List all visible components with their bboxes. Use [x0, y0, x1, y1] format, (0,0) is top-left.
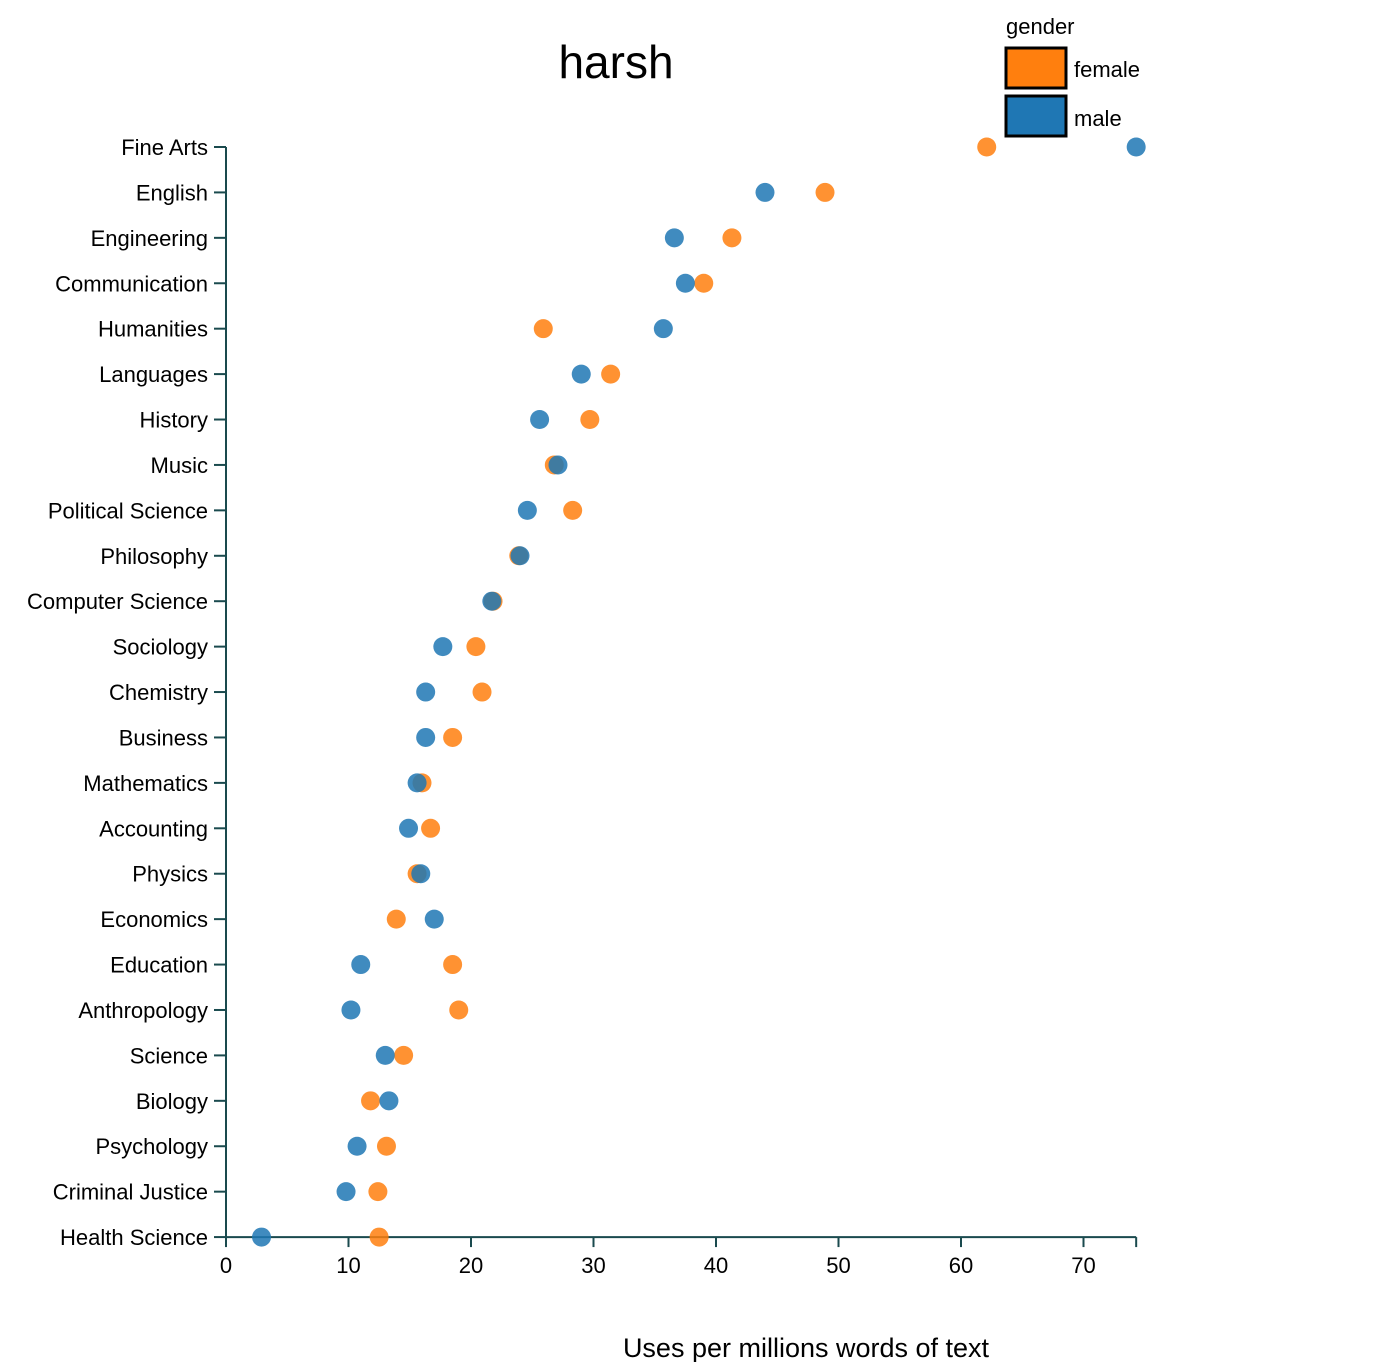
data-point-female: [815, 182, 835, 202]
y-tick-label: Political Science: [48, 498, 208, 523]
data-point-female: [369, 1227, 389, 1247]
legend-swatch-male: [1004, 94, 1068, 138]
legend-title: gender: [1006, 14, 1075, 39]
data-point-male: [548, 455, 568, 475]
x-tick-label: 40: [704, 1253, 728, 1278]
data-point-female: [533, 319, 553, 339]
y-tick-label: Languages: [99, 362, 208, 387]
legend: gender female male: [1004, 14, 1140, 138]
y-tick-label: Health Science: [60, 1225, 208, 1250]
data-point-male: [379, 1091, 399, 1111]
legend-label-male: male: [1074, 106, 1122, 131]
x-tick-label: 50: [826, 1253, 850, 1278]
data-point-female: [386, 909, 406, 929]
y-tick-label: Computer Science: [27, 589, 208, 614]
y-tick-label: Communication: [55, 271, 208, 296]
data-point-female: [472, 682, 492, 702]
data-point-male: [517, 500, 537, 520]
x-axis-label: Uses per millions words of text: [623, 1333, 990, 1362]
x-tick-label: 20: [459, 1253, 483, 1278]
y-tick-label: English: [136, 180, 208, 205]
x-tick-label: 0: [220, 1253, 232, 1278]
data-point-male: [399, 818, 419, 838]
data-point-male: [407, 773, 427, 793]
y-tick-label: Business: [119, 725, 208, 750]
y-tick-label: Humanities: [98, 317, 208, 342]
data-point-male: [341, 1000, 361, 1020]
y-axis: Fine Arts English Engineering Communication…: [27, 135, 227, 1250]
data-point-female: [580, 410, 600, 430]
data-point-male: [571, 364, 591, 384]
data-point-male: [530, 410, 550, 430]
data-point-male: [433, 637, 453, 657]
y-tick-label: Accounting: [99, 816, 208, 841]
data-point-female: [376, 1136, 396, 1156]
y-tick-label: Psychology: [95, 1134, 208, 1159]
y-tick-label: Biology: [136, 1089, 208, 1114]
data-point-female: [977, 137, 997, 157]
x-tick-label: 10: [336, 1253, 360, 1278]
data-point-male: [347, 1136, 367, 1156]
data-point-female: [694, 273, 714, 293]
x-tick-label: 30: [581, 1253, 605, 1278]
series-male: [252, 137, 1146, 1247]
data-point-female: [563, 500, 583, 520]
data-point-male: [411, 864, 431, 884]
data-point-male: [252, 1227, 272, 1247]
legend-swatch-female: [1004, 46, 1068, 90]
x-tick-label: 70: [1071, 1253, 1095, 1278]
data-point-male: [482, 591, 502, 611]
data-point-male: [424, 909, 444, 929]
y-tick-label: Music: [151, 453, 208, 478]
y-tick-label: Physics: [132, 862, 208, 887]
data-point-female: [449, 1000, 469, 1020]
data-point-male: [351, 955, 371, 975]
data-point-male: [336, 1182, 356, 1202]
y-tick-label: Anthropology: [78, 998, 208, 1023]
data-point-male: [416, 727, 436, 747]
data-point-female: [368, 1182, 388, 1202]
data-point-female: [443, 955, 463, 975]
data-point-male: [755, 182, 775, 202]
x-tick-label: 60: [949, 1253, 973, 1278]
data-points: [252, 137, 1146, 1247]
data-point-female: [601, 364, 621, 384]
data-point-female: [466, 637, 486, 657]
y-tick-label: Criminal Justice: [53, 1180, 208, 1205]
data-point-female: [443, 727, 463, 747]
y-tick-label: Economics: [100, 907, 208, 932]
x-axis: 0 10 20 30 40 50 60 70: [220, 1236, 1138, 1278]
y-tick-label: Science: [130, 1043, 208, 1068]
y-tick-label: Fine Arts: [121, 135, 208, 160]
y-tick-label: Mathematics: [83, 771, 208, 796]
y-tick-label: Philosophy: [100, 544, 208, 569]
data-point-female: [421, 818, 441, 838]
data-point-male: [1126, 137, 1146, 157]
y-tick-label: History: [140, 408, 208, 433]
data-point-female: [361, 1091, 381, 1111]
legend-label-female: female: [1074, 57, 1140, 82]
data-point-male: [416, 682, 436, 702]
data-point-male: [653, 319, 673, 339]
y-tick-label: Engineering: [91, 226, 208, 251]
chart-title: harsh: [558, 36, 673, 88]
series-female: [361, 137, 997, 1247]
y-tick-label: Chemistry: [109, 680, 208, 705]
data-point-female: [722, 228, 742, 248]
data-point-male: [375, 1045, 395, 1065]
y-tick-label: Sociology: [113, 635, 208, 660]
data-point-female: [394, 1045, 414, 1065]
data-point-male: [664, 228, 684, 248]
data-point-male: [510, 546, 530, 566]
data-point-male: [675, 273, 695, 293]
y-tick-label: Education: [110, 953, 208, 978]
